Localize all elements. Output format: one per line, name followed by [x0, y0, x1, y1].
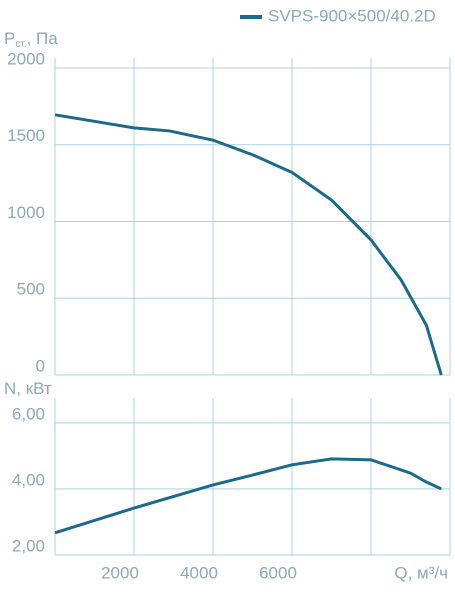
x-axis-label: Q, м³/ч	[394, 563, 448, 582]
x-tick-label: 4000	[180, 563, 218, 582]
y-axis-label-part: , Па	[27, 29, 59, 48]
y-tick-label: 1000	[7, 203, 45, 222]
y-tick-label: 2000	[7, 49, 45, 68]
x-tick-label: 2000	[101, 563, 139, 582]
y-axis-label-part: ст.	[15, 39, 26, 50]
y-tick-label: 0	[36, 356, 45, 375]
y-axis-label: Pст., Па	[4, 29, 58, 49]
y-axis-label-part: N, кВт	[4, 379, 52, 398]
y-axis-label: N, кВт	[4, 379, 52, 398]
y-axis-label-part: P	[4, 29, 15, 48]
legend-label: SVPS-900×500/40.2D	[268, 6, 436, 25]
y-tick-label: 1500	[7, 126, 45, 145]
y-tick-label: 500	[17, 280, 45, 299]
y-tick-label: 2,00	[12, 536, 45, 555]
x-tick-label: 6000	[259, 563, 297, 582]
line-series	[54, 457, 442, 535]
y-tick-label: 6,00	[12, 404, 45, 423]
line-series	[54, 113, 443, 376]
y-tick-label: 4,00	[12, 470, 45, 489]
